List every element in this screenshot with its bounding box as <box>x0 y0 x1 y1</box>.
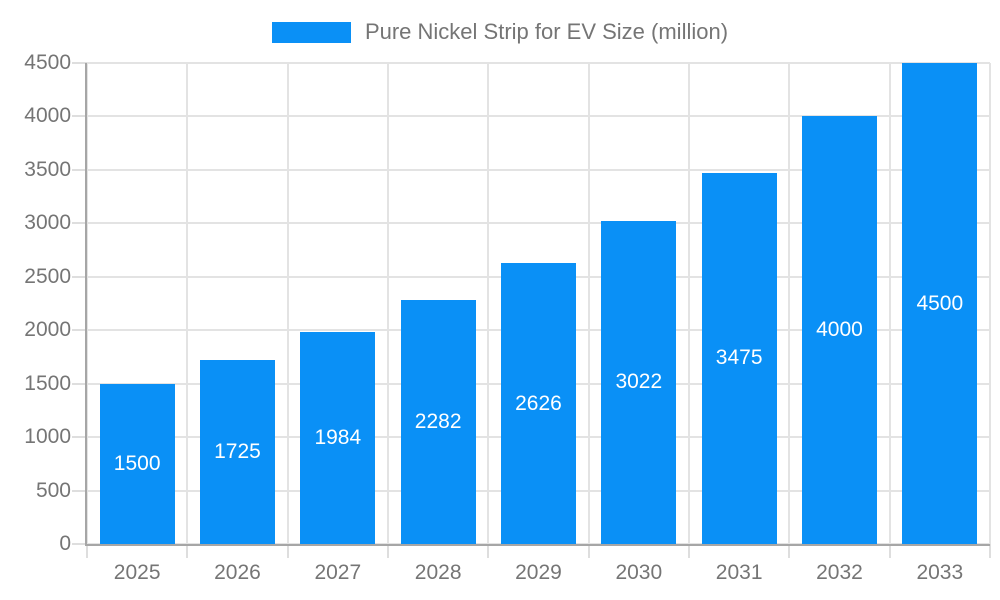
x-axis-tick <box>788 544 791 558</box>
gridline-x <box>286 63 289 544</box>
y-axis-label: 3000 <box>24 211 71 235</box>
bar-value-label: 1500 <box>113 451 161 475</box>
bar-2030: 3022 <box>601 220 677 544</box>
x-axis-line <box>85 544 990 546</box>
x-axis-labels: 2025 2026 2027 2028 2029 2030 2031 2032 2033 <box>87 560 990 588</box>
x-axis-label-2027: 2027 <box>314 561 362 584</box>
gridline-x <box>888 63 891 544</box>
bar-2025: 1500 <box>99 383 175 544</box>
y-axis-tick <box>72 382 87 385</box>
bar-slot-2027: 1984 <box>288 63 388 544</box>
y-axis-label: 3500 <box>24 157 71 181</box>
gridline-x <box>687 63 690 544</box>
x-axis-tick <box>687 544 690 558</box>
y-axis-label: 4000 <box>24 104 71 128</box>
gridline-x <box>587 63 590 544</box>
bar-value-label: 2282 <box>414 410 462 434</box>
bar-slot-2026: 1725 <box>187 63 287 544</box>
y-axis-label: 0 <box>59 532 71 555</box>
gridline-x <box>788 63 791 544</box>
gridline-x <box>989 63 991 544</box>
x-axis-tick <box>386 544 389 558</box>
x-axis-label-2025: 2025 <box>113 561 161 584</box>
bar-value-label: 3475 <box>715 346 763 370</box>
y-axis-label: 500 <box>35 478 71 502</box>
plot-area: 1500 1725 1984 2282 2626 3022 3475 4000 4500 <box>72 62 991 558</box>
bar-value-label: 2626 <box>515 391 562 415</box>
y-axis-tick <box>72 275 87 278</box>
x-axis-label-2029: 2029 <box>515 561 562 584</box>
x-axis-tick <box>989 544 991 558</box>
x-axis-label-2031: 2031 <box>715 561 763 584</box>
y-axis-tick <box>72 222 87 225</box>
y-axis-tick <box>72 115 87 118</box>
x-axis-label-2030: 2030 <box>615 561 663 584</box>
bar-slot-2030: 3022 <box>589 63 689 544</box>
bar-2032: 4000 <box>801 116 878 544</box>
y-axis-tick <box>72 329 87 332</box>
y-axis-tick <box>72 436 87 439</box>
y-axis-tick <box>72 62 87 64</box>
bar-2027: 1984 <box>300 331 376 544</box>
x-axis-tick <box>888 544 891 558</box>
y-axis-label: 4500 <box>24 51 71 74</box>
bar-slot-2031: 3475 <box>689 63 789 544</box>
gridline-y <box>87 115 990 118</box>
gridline-x <box>186 63 189 544</box>
legend: Pure Nickel Strip for EV Size (million) <box>0 19 1000 44</box>
y-axis-line <box>85 63 87 546</box>
x-axis-tick <box>186 544 189 558</box>
gridline-x <box>487 63 490 544</box>
y-axis-label: 1000 <box>24 425 71 449</box>
x-axis-label-2028: 2028 <box>414 561 462 584</box>
bar-value-label: 3022 <box>615 370 663 394</box>
bar-slot-2033: 4500 <box>890 63 990 544</box>
x-axis-tick <box>587 544 590 558</box>
bar-value-label: 4500 <box>916 291 964 315</box>
y-axis-labels: 0 500 1000 1500 2000 2500 3000 3500 4000 4500 <box>0 51 71 555</box>
x-axis-label-2032: 2032 <box>816 561 863 584</box>
bar-value-label: 1984 <box>314 425 362 449</box>
bar-2033: 4500 <box>902 63 978 544</box>
y-axis-tick <box>72 168 87 171</box>
bar-value-label: 4000 <box>816 318 863 342</box>
bar-2028: 2282 <box>400 300 476 544</box>
y-axis-tick <box>72 543 87 545</box>
gridline-y <box>87 62 990 64</box>
x-axis-label-2033: 2033 <box>916 561 964 584</box>
bar-2026: 1725 <box>199 359 276 544</box>
gridline-x <box>386 63 389 544</box>
bar-slot-2032: 4000 <box>789 63 889 544</box>
x-axis-tick <box>286 544 289 558</box>
bar-2031: 3475 <box>701 172 777 544</box>
x-axis-tick <box>86 544 88 558</box>
bar-2029: 2626 <box>500 263 577 544</box>
legend-label: Pure Nickel Strip for EV Size (million) <box>364 19 729 44</box>
legend-swatch <box>271 21 351 43</box>
y-axis-label: 2000 <box>24 318 71 342</box>
x-axis-tick <box>487 544 490 558</box>
bar-slot-2029: 2626 <box>488 63 588 544</box>
gridline-y <box>87 168 990 171</box>
y-axis-label: 1500 <box>24 371 71 395</box>
gridline-y <box>87 222 990 225</box>
y-axis-tick <box>72 489 87 492</box>
bar-slot-2025: 1500 <box>87 63 187 544</box>
bar-value-label: 1725 <box>214 439 261 463</box>
bar-slot-2028: 2282 <box>388 63 488 544</box>
x-axis-label-2026: 2026 <box>214 561 261 584</box>
gridline-x <box>86 63 88 544</box>
y-axis-label: 2500 <box>24 264 71 288</box>
